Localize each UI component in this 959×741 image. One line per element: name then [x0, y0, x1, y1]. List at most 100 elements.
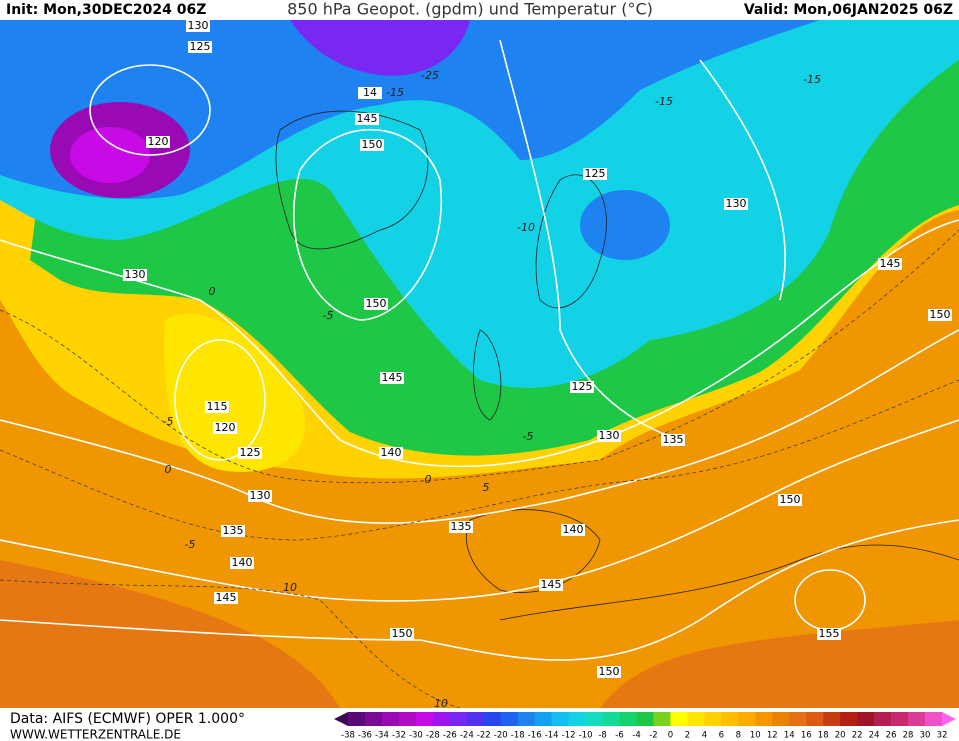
- isoline-label-box: [449, 521, 473, 533]
- scale-label: 24: [869, 731, 880, 741]
- geopotential-label: 145: [880, 257, 901, 270]
- scale-label: -38: [341, 731, 355, 741]
- scale-box: [806, 712, 824, 726]
- geopotential-isolines: [0, 39, 959, 661]
- scale-box: [653, 712, 671, 726]
- geopotential-label: 115: [207, 400, 228, 413]
- header-bar: [0, 0, 959, 20]
- isoline-label-box: [539, 579, 563, 591]
- temperature-label: -5: [163, 415, 174, 428]
- geopotential-label: 150: [392, 627, 413, 640]
- isoline-label-box: [221, 525, 245, 537]
- scale-label: -18: [511, 731, 525, 741]
- scale-box: [823, 712, 841, 726]
- geopotential-label: 150: [780, 493, 801, 506]
- geopotential-label: 135: [223, 524, 244, 537]
- scale-box: [534, 712, 552, 726]
- isoline-label-box: [561, 524, 585, 536]
- isoline-label-box: [570, 381, 594, 393]
- scale-label: 2: [685, 731, 690, 741]
- init-time: Init: Mon,30DEC2024 06Z: [6, 2, 206, 18]
- temperature-label: 0: [425, 473, 432, 486]
- temperature-label: -5: [185, 538, 196, 551]
- scale-box: [636, 712, 654, 726]
- geopotential-label: 150: [362, 138, 383, 151]
- scale-box: [568, 712, 586, 726]
- scale-label: 30: [920, 731, 931, 741]
- scale-box: [772, 712, 790, 726]
- isoline-label-box: [230, 557, 254, 569]
- scale-label: 6: [719, 731, 724, 741]
- scale-box: [925, 712, 943, 726]
- geopotential-label: 145: [216, 591, 237, 604]
- geopotential-label: 155: [819, 627, 840, 640]
- scale-box: [415, 712, 434, 726]
- geopotential-label: 140: [563, 523, 584, 536]
- isoline-label-box: [778, 494, 802, 506]
- geopotential-label: 120: [215, 421, 236, 434]
- geopotential-label: 125: [240, 446, 261, 459]
- geopotential-label: 130: [188, 19, 209, 32]
- scale-box: [857, 712, 875, 726]
- geopotential-label: 150: [599, 665, 620, 678]
- scale-label: -14: [545, 731, 559, 741]
- scale-label: -30: [409, 731, 423, 741]
- geopotential-label: 125: [572, 380, 593, 393]
- valid-time: Valid: Mon,06JAN2025 06Z: [744, 2, 953, 18]
- scale-box: [619, 712, 637, 726]
- temperature-label: 0: [165, 463, 172, 476]
- scale-box: [483, 712, 502, 726]
- isoline-label-box: [360, 139, 384, 151]
- geopotential-label: 135: [663, 433, 684, 446]
- geopotential-label: 125: [585, 167, 606, 180]
- isoline-label-box: [205, 401, 229, 413]
- geopotential-label: 130: [599, 429, 620, 442]
- scale-box: [874, 712, 892, 726]
- scale-box: [449, 712, 468, 726]
- scale-box: [381, 712, 400, 726]
- scale-label: -20: [494, 731, 508, 741]
- map-title: 850 hPa Geopot. (gpdm) und Temperatur (°…: [287, 0, 653, 19]
- isoline-label-box: [186, 20, 210, 32]
- isoline-label-box: [146, 136, 170, 148]
- isoline-label-box: [390, 628, 414, 640]
- scale-box: [500, 712, 519, 726]
- scale-box: [908, 712, 926, 726]
- isoline-label-box: [928, 309, 952, 321]
- temperature-label: -15: [803, 73, 821, 86]
- scale-box: [704, 712, 722, 726]
- scale-label: 8: [736, 731, 741, 741]
- geopotential-label: 120: [148, 135, 169, 148]
- scale-label: -8: [598, 731, 606, 741]
- scale-label: 22: [852, 731, 863, 741]
- scale-label: 20: [835, 731, 846, 741]
- geopotential-label: 145: [541, 578, 562, 591]
- geopotential-label: 130: [125, 268, 146, 281]
- isoline-label-box: [583, 168, 607, 180]
- map-field: [0, 20, 959, 708]
- isoline-label-box: [238, 447, 262, 459]
- scale-label: -32: [392, 731, 406, 741]
- geopotential-label: 14: [363, 86, 377, 99]
- isoline-label-box: [123, 269, 147, 281]
- scale-box: [517, 712, 535, 726]
- geopotential-label: 125: [190, 40, 211, 53]
- temperature-label: 10: [283, 581, 297, 594]
- temperature-label: 5: [483, 481, 490, 494]
- scale-label: 26: [886, 731, 897, 741]
- scale-box: [466, 712, 485, 726]
- scale-box: [840, 712, 858, 726]
- scale-box: [551, 712, 569, 726]
- temperature-label: -10: [517, 221, 535, 234]
- scale-label: -2: [649, 731, 657, 741]
- scale-label: 4: [702, 731, 707, 741]
- isoline-label-box: [214, 592, 238, 604]
- geopotential-label: 150: [366, 297, 387, 310]
- temperature-isolines: [0, 229, 959, 709]
- scale-box: [432, 712, 451, 726]
- scale-label: 12: [767, 731, 778, 741]
- scale-box: [891, 712, 909, 726]
- geopotential-label: 130: [250, 489, 271, 502]
- scale-box: [398, 712, 417, 726]
- temperature-label: -5: [323, 309, 334, 322]
